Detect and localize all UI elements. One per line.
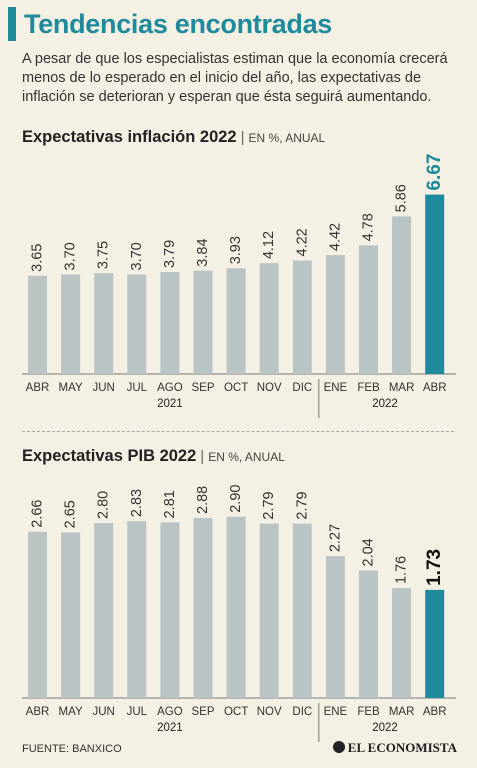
title-block: Tendencias encontradas [8, 6, 332, 42]
value-label: 2.79 [294, 491, 310, 519]
category-label: OCT [224, 382, 248, 394]
value-label: 2.66 [30, 500, 46, 528]
value-label: 3.84 [195, 238, 211, 266]
bar-sep-5 [193, 518, 213, 698]
category-label: OCT [224, 706, 248, 718]
bar-abr-0 [28, 275, 47, 374]
inflation-bar-chart: 3.65 ABR 3.70 MAY 3.75 JUN 3.70 JUL 3.79 AGO 3.84 S… [22, 154, 456, 418]
category-label: ENE [324, 382, 348, 394]
chart-2-heading: Expectativas PIB 2022 | EN %, ANUAL [22, 447, 285, 465]
value-label: 2.79 [261, 491, 277, 519]
bar-may-1 [61, 274, 81, 374]
category-label: DIC [292, 706, 312, 718]
chart-2-title: Expectativas PIB 2022 [22, 447, 197, 465]
value-label: 2.04 [361, 538, 377, 566]
source-note: FUENTE: BANXICO [22, 743, 122, 755]
value-label: 3.79 [162, 240, 178, 268]
bar-mar-11 [392, 216, 412, 374]
bar-mar-11 [392, 588, 412, 698]
bar-ene-9 [325, 255, 345, 374]
bar-nov-7 [259, 263, 279, 374]
chart-1-title: Expectativas inflación 2022 [22, 128, 237, 146]
bar-feb-10 [359, 245, 378, 374]
title-accent-bar [8, 7, 16, 41]
category-label: AGO [157, 382, 183, 394]
category-label: ABR [26, 706, 50, 718]
bar-abr-12 [425, 194, 445, 374]
category-label: ABR [423, 706, 447, 718]
bar-abr-12 [425, 589, 445, 698]
chart-1-unit: EN %, ANUAL [248, 131, 326, 145]
bar-ene-9 [325, 556, 345, 698]
value-label: 3.93 [228, 236, 244, 264]
value-label: 4.78 [361, 213, 377, 241]
value-label: 2.83 [129, 489, 145, 517]
category-label: JUL [127, 706, 148, 718]
category-label: JUN [93, 706, 115, 718]
intro-text: A pesar de que los especialistas estiman… [22, 51, 448, 105]
value-label: 4.12 [261, 231, 277, 259]
value-label: 4.22 [294, 228, 310, 256]
value-label: 2.27 [327, 524, 343, 552]
chart-1-heading: Expectativas inflación 2022 | EN %, ANUAL [22, 128, 326, 146]
category-label: FEB [357, 382, 380, 394]
category-label: MAR [389, 706, 415, 718]
bar-oct-6 [226, 516, 246, 698]
value-label: 1.76 [394, 556, 410, 584]
value-label: 3.65 [30, 244, 46, 272]
value-label: 2.88 [195, 486, 211, 514]
category-label: ABR [423, 382, 447, 394]
bar-may-1 [61, 532, 81, 698]
gdp-bar-chart: 2.66 ABR 2.65 MAY 2.80 JUN 2.83 JUL 2.81 AGO 2.88 S… [22, 485, 456, 742]
category-label: NOV [257, 706, 282, 718]
page-title: Tendencias encontradas [24, 8, 333, 39]
value-label: 2.65 [63, 500, 79, 528]
brand-mark-icon [332, 741, 345, 753]
value-label: 1.73 [424, 549, 445, 586]
category-label: DIC [292, 382, 312, 394]
brand-logo: EL ECONOMISTA [332, 740, 457, 756]
year-label: 2022 [372, 398, 398, 410]
value-label: 2.81 [162, 490, 178, 518]
bar-jul-3 [127, 521, 147, 698]
bar-dic-8 [292, 260, 312, 374]
category-label: AGO [157, 706, 183, 718]
value-label: 2.90 [228, 485, 244, 513]
bar-abr-0 [28, 531, 47, 698]
bar-jun-2 [94, 273, 114, 374]
bar-jun-2 [94, 523, 114, 698]
value-label: 3.75 [96, 241, 112, 269]
year-label: 2021 [157, 398, 183, 410]
bar-ago-4 [160, 522, 180, 698]
value-label: 6.67 [424, 154, 445, 191]
category-label: MAR [389, 382, 415, 394]
bar-oct-6 [226, 268, 246, 374]
value-label: 3.70 [129, 242, 145, 270]
bar-ago-4 [160, 272, 180, 374]
year-label: 2022 [372, 722, 398, 734]
bar-sep-5 [193, 270, 213, 374]
value-label: 3.70 [63, 242, 79, 270]
category-label: JUL [127, 382, 148, 394]
value-label: 5.86 [394, 184, 410, 212]
bar-dic-8 [292, 523, 312, 698]
year-label: 2021 [157, 722, 183, 734]
category-label: SEP [191, 706, 214, 718]
value-label: 4.42 [327, 223, 343, 251]
category-label: ABR [26, 382, 50, 394]
bar-nov-7 [259, 523, 279, 698]
bar-jul-3 [127, 274, 147, 374]
category-label: JUN [93, 382, 115, 394]
category-label: FEB [357, 706, 380, 718]
category-label: MAY [59, 706, 83, 718]
bar-feb-10 [359, 570, 378, 698]
brand-name: EL ECONOMISTA [347, 740, 457, 755]
section-divider [22, 431, 454, 432]
category-label: SEP [191, 382, 214, 394]
value-label: 2.80 [96, 491, 112, 519]
category-label: ENE [324, 706, 348, 718]
category-label: MAY [59, 382, 83, 394]
category-label: NOV [257, 382, 282, 394]
chart-2-unit: EN %, ANUAL [208, 450, 285, 464]
